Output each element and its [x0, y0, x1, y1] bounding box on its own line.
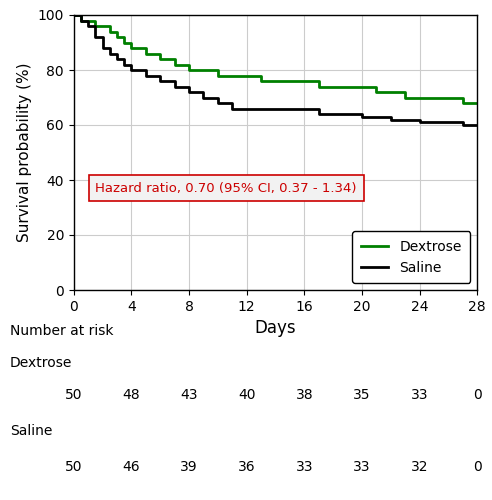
- Text: 35: 35: [353, 388, 370, 402]
- Text: 32: 32: [411, 460, 429, 474]
- Saline: [474, 122, 480, 128]
- Legend: Dextrose, Saline: Dextrose, Saline: [352, 232, 470, 283]
- Text: 46: 46: [123, 460, 140, 474]
- X-axis label: Days: Days: [255, 320, 296, 338]
- Saline: [302, 106, 308, 112]
- Text: 48: 48: [123, 388, 140, 402]
- Text: 43: 43: [181, 388, 198, 402]
- Text: 33: 33: [353, 460, 370, 474]
- Saline: [244, 106, 249, 112]
- Dextrose: [100, 23, 106, 29]
- Text: Hazard ratio, 0.70 (95% CI, 0.37 - 1.34): Hazard ratio, 0.70 (95% CI, 0.37 - 1.34): [95, 182, 357, 194]
- Line: Dextrose: Dextrose: [74, 15, 477, 103]
- Y-axis label: Survival probability (%): Survival probability (%): [17, 62, 32, 242]
- Text: 36: 36: [238, 460, 255, 474]
- Text: 50: 50: [65, 388, 83, 402]
- Text: 0: 0: [473, 388, 482, 402]
- Text: 50: 50: [65, 460, 83, 474]
- Dextrose: [201, 67, 207, 73]
- Text: 38: 38: [296, 388, 313, 402]
- Text: Dextrose: Dextrose: [10, 356, 72, 370]
- Dextrose: [302, 78, 308, 84]
- Saline: [460, 122, 466, 128]
- Text: 33: 33: [411, 388, 429, 402]
- Text: Number at risk: Number at risk: [10, 324, 113, 338]
- Dextrose: [273, 78, 278, 84]
- Saline: [201, 94, 207, 100]
- Saline: [316, 106, 322, 112]
- Text: 0: 0: [473, 460, 482, 474]
- Line: Saline: Saline: [74, 15, 477, 125]
- Saline: [273, 106, 278, 112]
- Text: 40: 40: [238, 388, 255, 402]
- Dextrose: [474, 100, 480, 106]
- Dextrose: [460, 100, 466, 106]
- Dextrose: [71, 12, 77, 18]
- Dextrose: [244, 72, 249, 78]
- Saline: [100, 45, 106, 51]
- Text: Saline: Saline: [10, 424, 52, 438]
- Saline: [71, 12, 77, 18]
- Text: 39: 39: [180, 460, 198, 474]
- Text: 33: 33: [296, 460, 313, 474]
- Dextrose: [316, 78, 322, 84]
